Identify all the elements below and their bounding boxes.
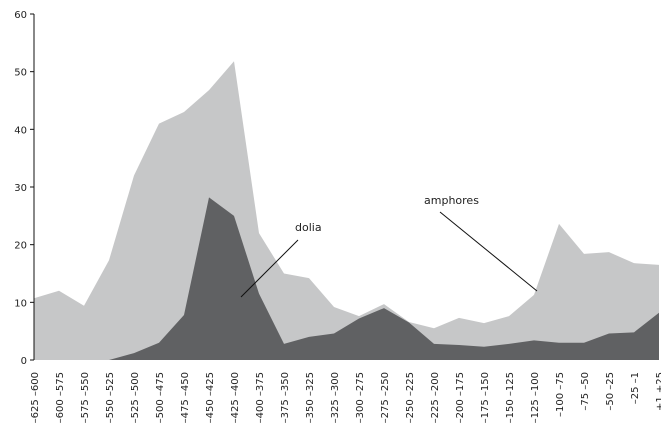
x-tick-label: –100 –75 <box>555 372 566 417</box>
x-tick-label: –225 –200 <box>430 372 441 423</box>
x-tick-label: –200 –175 <box>455 372 466 423</box>
series-label: amphores <box>424 194 479 207</box>
x-tick-label: –425 –400 <box>230 372 241 423</box>
x-tick-label: –150 –125 <box>505 372 516 423</box>
x-tick-label: –450 –425 <box>205 372 216 423</box>
x-tick-label: –25 –1 <box>630 372 641 404</box>
x-tick-label: –50 –25 <box>605 372 616 411</box>
area <box>34 197 659 360</box>
y-tick-label: 20 <box>14 241 27 252</box>
y-tick-label: 40 <box>14 125 27 136</box>
x-tick-label: –625 –600 <box>30 372 41 423</box>
x-tick-label: –575 –550 <box>80 372 91 423</box>
x-tick-label: –250 –225 <box>405 372 416 423</box>
x-tick-label: –525 –500 <box>130 372 141 423</box>
x-tick-label: –350 –325 <box>305 372 316 423</box>
y-tick-label: 50 <box>14 68 27 79</box>
x-tick-label: –125 –100 <box>530 372 541 423</box>
x-tick-label: –400 –375 <box>255 372 266 423</box>
x-tick-label: –375 –350 <box>280 372 291 423</box>
x-tick-label: –300 –275 <box>355 372 366 423</box>
dolia-pointer <box>240 239 299 298</box>
x-tick-label: –550 –525 <box>105 372 116 423</box>
x-tick-label: –500 –475 <box>155 372 166 423</box>
area <box>34 61 659 360</box>
x-tick-label: –175 –150 <box>480 372 491 423</box>
x-tick-label: –75 –50 <box>580 372 591 411</box>
y-tick-label: 0 <box>21 356 27 367</box>
y-tick-label: 60 <box>14 10 27 21</box>
x-tick-label: –475 –450 <box>180 372 191 423</box>
x-tick-label: –325 –300 <box>330 372 341 423</box>
series-label: dolia <box>295 221 322 234</box>
y-tick-label: 30 <box>14 183 27 194</box>
x-tick-label: +1 +25 <box>655 372 661 411</box>
x-tick-label: –275 –250 <box>380 372 391 423</box>
amphores-pointer <box>439 211 538 292</box>
y-tick-label: 10 <box>14 298 27 309</box>
x-tick-label: –600 –575 <box>55 372 66 423</box>
